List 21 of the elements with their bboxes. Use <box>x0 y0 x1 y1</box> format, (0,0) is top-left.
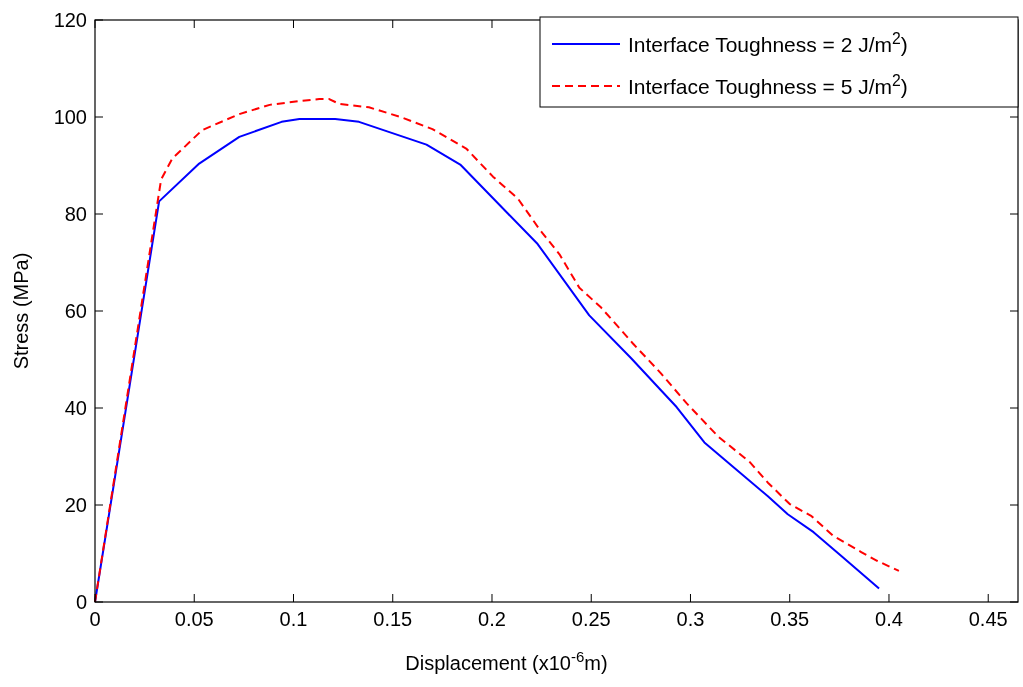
y-tick-label: 60 <box>64 300 87 322</box>
x-tick-label: 0.15 <box>373 608 413 630</box>
y-axis-title: Stress (MPa) <box>10 252 32 370</box>
legend-label: Interface Toughness = 5 J/m$^{2}$) <box>628 71 908 98</box>
x-tick-label: 0.2 <box>478 608 506 630</box>
x-tick-label: 0.4 <box>875 608 903 630</box>
y-tick-label: 120 <box>53 9 87 31</box>
x-tick-label: 0.1 <box>279 608 308 630</box>
y-tick-label: 100 <box>53 106 87 128</box>
x-tick-label: 0.35 <box>770 608 810 630</box>
y-tick-label: 0 <box>75 591 87 613</box>
x-tick-label: 0.05 <box>174 608 214 630</box>
x-tick-label: 0.3 <box>676 608 705 630</box>
x-axis-title: Displacement (x10$^{-6}$m) <box>405 647 608 674</box>
y-tick-label: 80 <box>64 203 87 225</box>
x-tick-label: 0 <box>89 608 101 630</box>
x-tick-label: 0.45 <box>968 608 1008 630</box>
legend-label: Interface Toughness = 2 J/m$^{2}$) <box>628 29 908 56</box>
x-tick-label: 0.25 <box>571 608 611 630</box>
y-tick-label: 40 <box>64 397 87 419</box>
y-tick-label: 20 <box>64 494 87 516</box>
